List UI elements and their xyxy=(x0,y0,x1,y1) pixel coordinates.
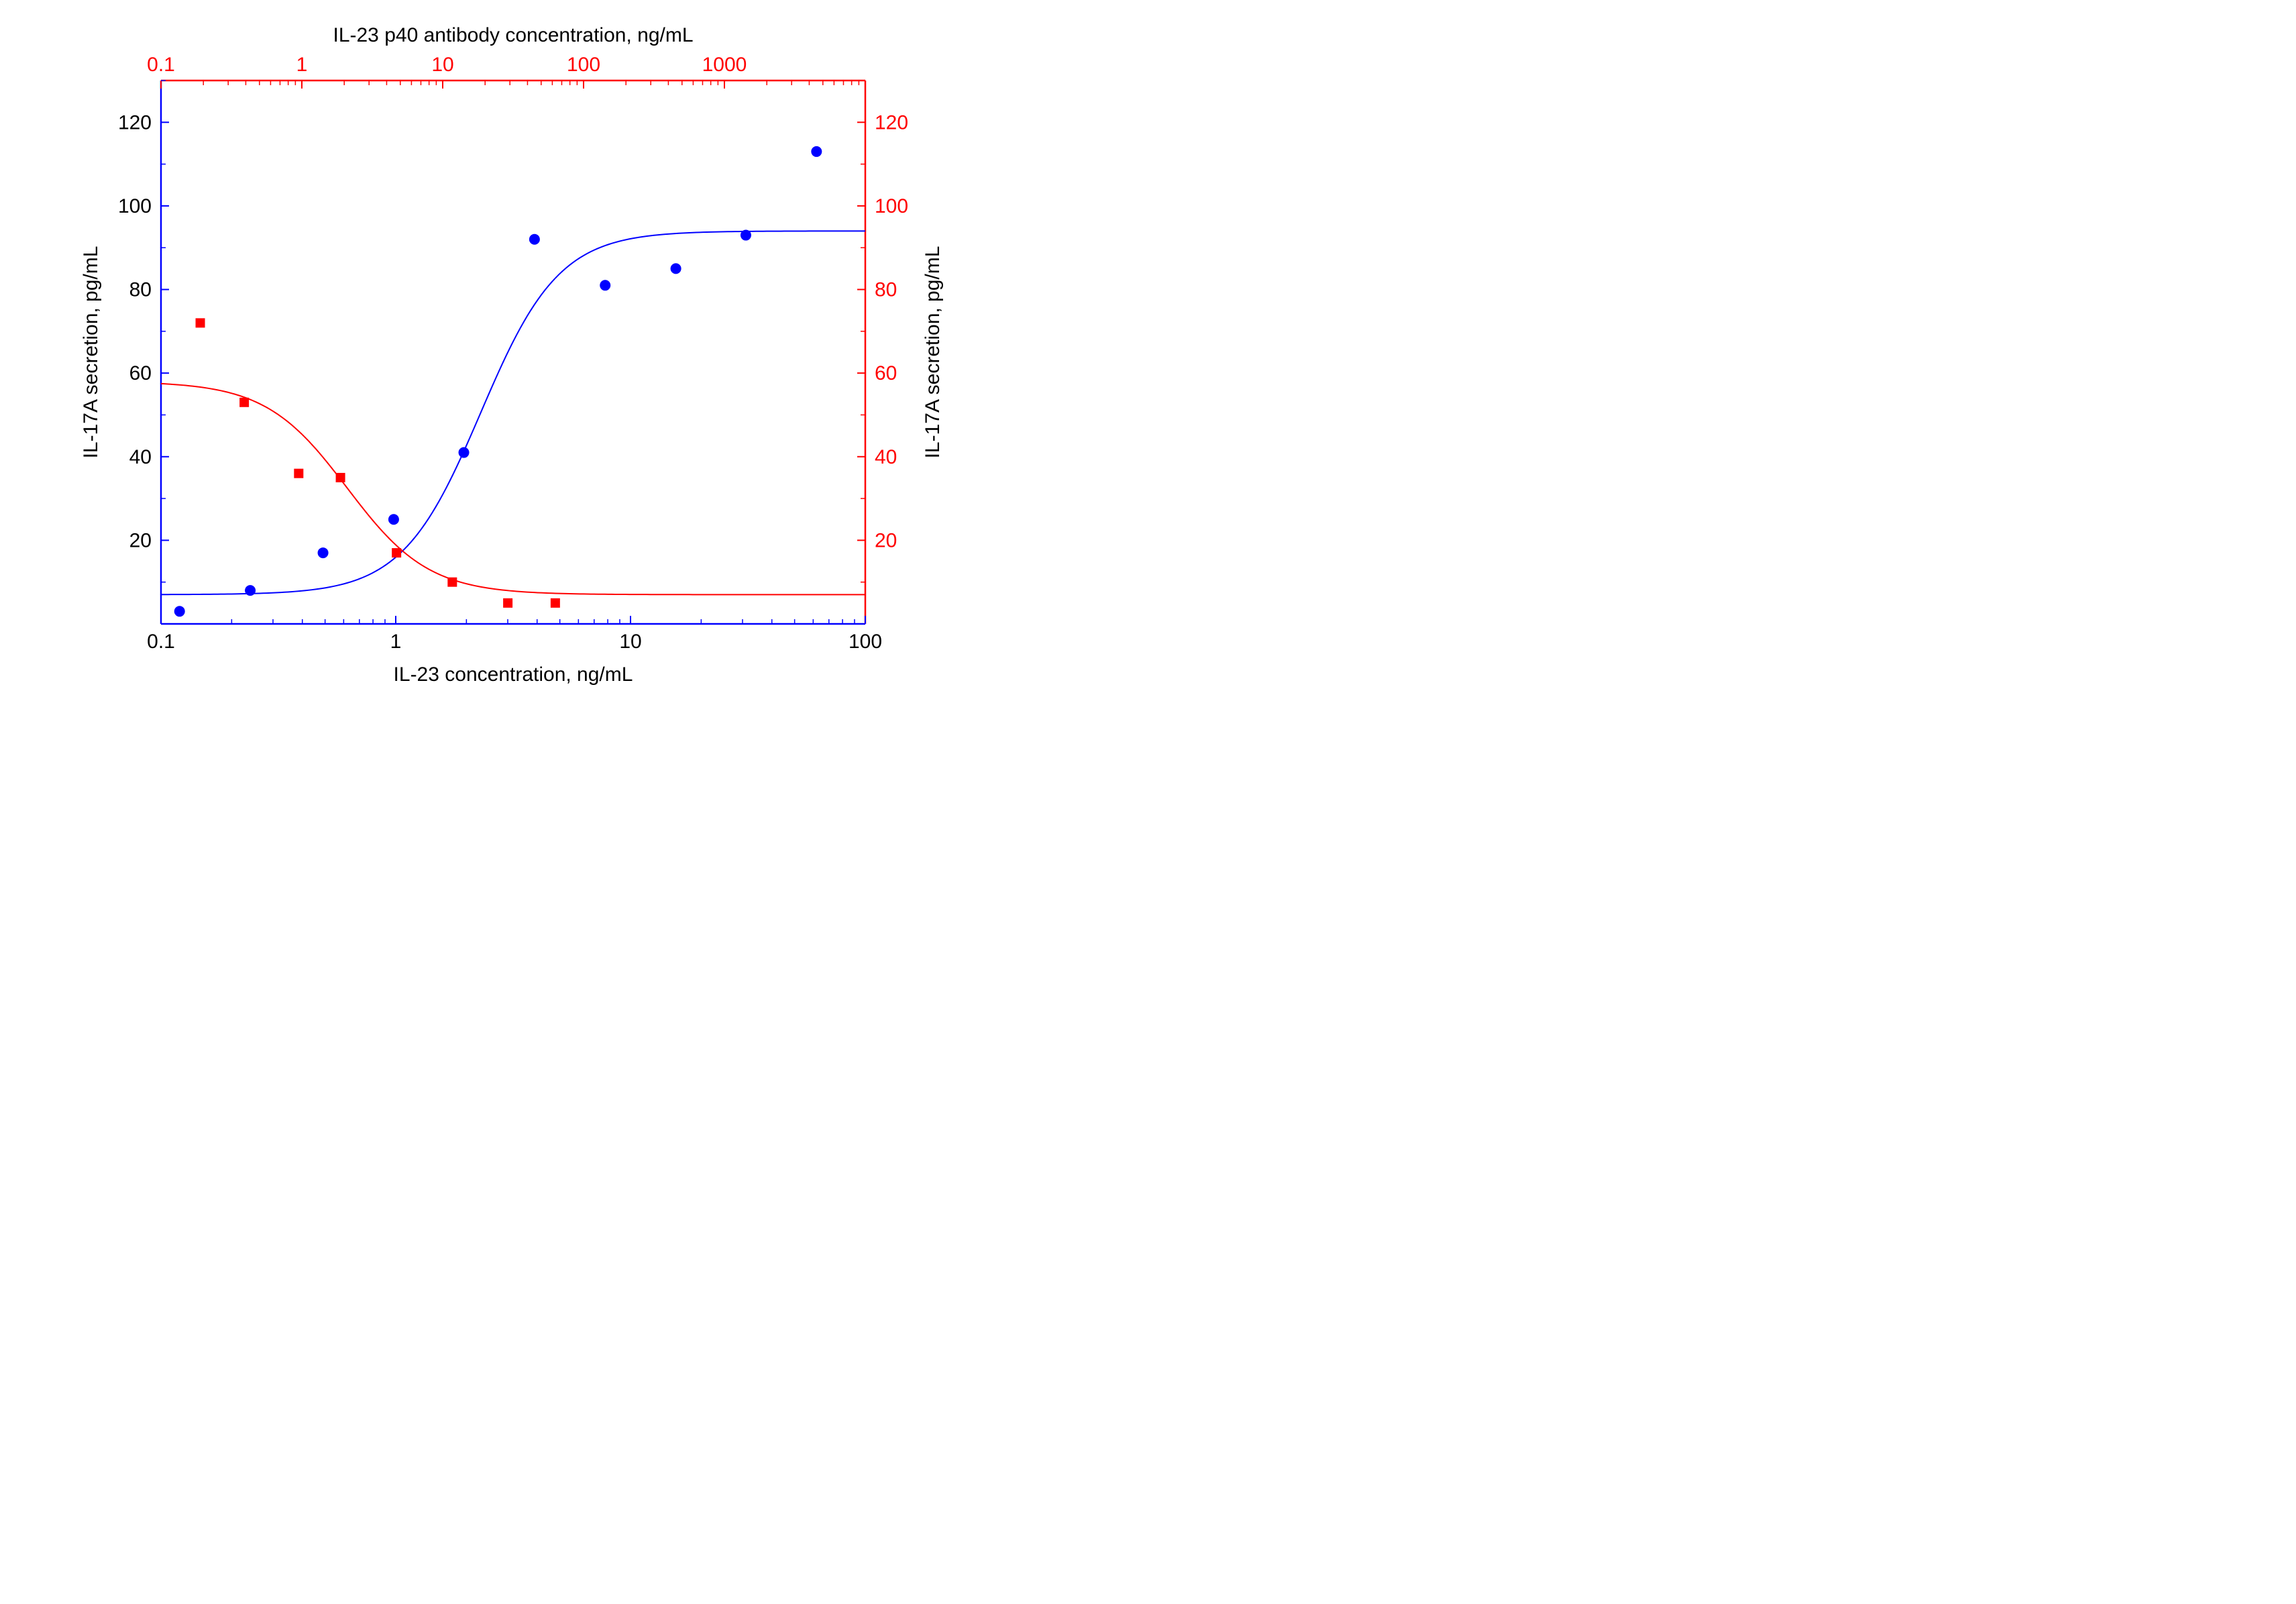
svg-text:10: 10 xyxy=(431,54,453,76)
data-point xyxy=(503,598,512,608)
svg-text:20: 20 xyxy=(129,529,152,551)
data-point xyxy=(551,598,560,608)
svg-text:1: 1 xyxy=(390,631,402,653)
svg-text:120: 120 xyxy=(118,111,152,133)
data-point xyxy=(245,585,256,596)
data-point xyxy=(336,473,345,482)
data-point xyxy=(447,578,457,587)
svg-text:1000: 1000 xyxy=(702,54,747,76)
svg-text:100: 100 xyxy=(875,195,908,217)
svg-text:0.1: 0.1 xyxy=(147,631,175,653)
data-point xyxy=(196,318,205,327)
svg-text:80: 80 xyxy=(129,279,152,301)
dose-response-chart: 0.1 1 10 100 0.1 1 10 100 1000 20 40 60 80 100 120 20 40… xyxy=(0,0,1006,704)
x-top-label: IL-23 p40 antibody concentration, ng/mL xyxy=(333,24,693,46)
y-left-label: IL-17A secretion, pg/mL xyxy=(80,246,102,459)
y-right-label: IL-17A secretion, pg/mL xyxy=(922,246,944,459)
data-point xyxy=(529,234,540,245)
data-point xyxy=(239,398,249,407)
data-point xyxy=(671,263,681,274)
chart-container: 0.1 1 10 100 0.1 1 10 100 1000 20 40 60 80 100 120 20 40… xyxy=(0,0,2296,704)
data-point xyxy=(600,280,610,290)
svg-text:1: 1 xyxy=(296,54,308,76)
svg-text:100: 100 xyxy=(118,195,152,217)
svg-text:60: 60 xyxy=(875,362,897,384)
svg-text:10: 10 xyxy=(619,631,641,653)
svg-text:40: 40 xyxy=(875,446,897,468)
svg-text:100: 100 xyxy=(567,54,600,76)
data-point xyxy=(294,469,303,478)
data-point xyxy=(174,606,185,617)
svg-text:120: 120 xyxy=(875,111,908,133)
svg-text:60: 60 xyxy=(129,362,152,384)
x-bottom-label: IL-23 concentration, ng/mL xyxy=(394,663,633,686)
svg-text:40: 40 xyxy=(129,446,152,468)
data-point xyxy=(318,547,329,558)
svg-text:0.1: 0.1 xyxy=(147,54,175,76)
data-point xyxy=(811,146,822,157)
svg-text:80: 80 xyxy=(875,279,897,301)
data-point xyxy=(388,514,399,525)
data-point xyxy=(459,447,470,458)
data-point xyxy=(392,548,401,557)
svg-text:20: 20 xyxy=(875,529,897,551)
data-point xyxy=(741,230,751,241)
svg-text:100: 100 xyxy=(849,631,882,653)
